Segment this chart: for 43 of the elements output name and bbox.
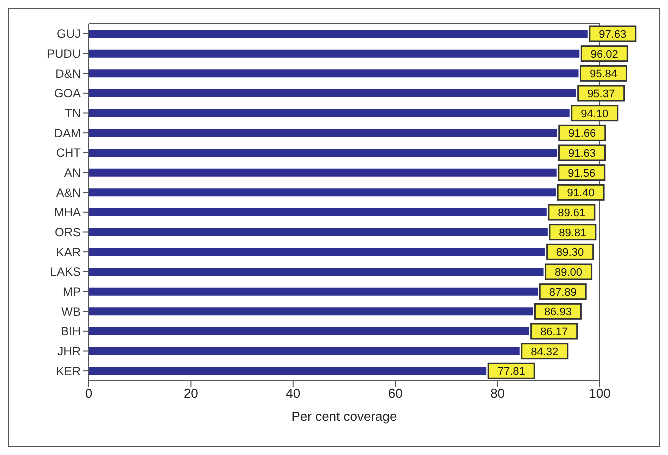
y-tick-label: A&N [56,186,81,200]
y-tick-label: JHR [58,344,82,359]
y-tick-label: KAR [56,245,82,260]
data-label: 95.37 [588,88,616,100]
x-tick-label: 20 [184,386,198,402]
y-tick-label: TN [65,106,81,121]
x-axis-title: Per cent coverage [292,409,398,424]
data-label: 86.17 [540,326,568,338]
y-tick-label: BIH [60,324,81,339]
y-tick-label: AN [64,166,81,180]
data-label: 89.81 [559,227,587,240]
x-tick-label: 60 [388,386,403,402]
x-tick-label: 40 [286,386,301,402]
data-label: 89.00 [555,267,583,279]
x-tick-label: 100 [589,386,611,402]
data-label: 84.32 [531,346,559,358]
data-label: 96.02 [590,48,618,61]
data-label: 91.40 [567,188,595,200]
data-label: 89.61 [558,208,586,220]
data-label: 87.89 [549,286,577,299]
y-tick-label: MHA [54,206,81,220]
data-label: 89.30 [556,247,584,260]
y-tick-label: GOA [54,86,81,101]
y-tick-label: D&N [56,66,81,81]
y-tick-label: ORS [54,226,81,240]
y-tick-label: GUJ [57,27,81,42]
y-tick-label: MP [63,285,81,300]
y-tick-label: LAKS [50,265,81,280]
y-tick-label: DAM [54,126,81,140]
data-label: 91.63 [568,148,596,160]
data-label: 95.84 [590,68,618,81]
x-tick-label: 0 [85,386,93,402]
x-tick-label: 80 [490,386,506,402]
data-label: 94.10 [581,108,609,120]
data-label: 77.81 [498,366,526,378]
y-tick-label: PUDU [46,47,81,62]
data-label: 91.66 [568,128,596,140]
data-label: 91.56 [568,168,596,180]
data-label: 86.93 [544,306,572,319]
data-label: 97.63 [599,29,627,41]
y-tick-label: KER [56,364,82,378]
y-tick-label: CHT [56,146,82,160]
y-tick-label: WB [62,304,81,319]
